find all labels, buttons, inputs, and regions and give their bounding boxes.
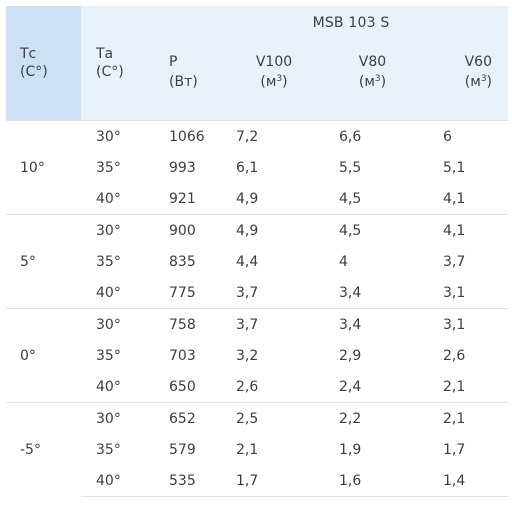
table-row: 35° 703 3,2 2,9 2,6 (6, 340, 508, 371)
header-v60: V60 (м3) (422, 40, 509, 121)
v60-value: 3,1 (422, 308, 509, 340)
v80-value: 5,5 (339, 159, 362, 176)
table-row: 0° 30° 758 3,7 3,4 3,1 (6, 308, 509, 403)
power-value: 1066 (154, 120, 225, 152)
ta-value: 30° (81, 214, 154, 246)
ta-value: 35° (96, 159, 121, 176)
table-row: -5° 30° 652 2,5 2,2 2,1 (6, 402, 509, 497)
tc-value: 5° (6, 214, 81, 309)
v80-value: 4,5 (339, 190, 362, 207)
v80-value: 2,9 (339, 347, 362, 364)
ta-value: 35° (96, 253, 121, 270)
v80-value: 6,6 (323, 120, 422, 152)
header-v80: V80 (м3) (323, 40, 422, 121)
power-value: 650 (169, 378, 196, 395)
v100-value: 4,9 (225, 214, 323, 246)
header-v100: V100 (м3) (225, 40, 323, 121)
table-row: 35° 993 6,1 5,5 5,1 (6, 152, 508, 183)
v100-value: 3,7 (236, 284, 259, 301)
tc-value: 10° (6, 120, 81, 215)
power-value: 900 (154, 214, 225, 246)
v60-value: 2,1 (443, 378, 466, 395)
v80-value: 2,2 (323, 402, 422, 434)
power-value: 921 (169, 190, 196, 207)
v80-value: 3,4 (323, 308, 422, 340)
v100-value: 3,2 (236, 347, 259, 364)
v100-value: 1,7 (225, 465, 323, 497)
v80-value: 2,4 (339, 378, 362, 395)
v60-value: 6 (422, 120, 509, 152)
header-v100-label: V100 (255, 54, 293, 70)
ta-value: 30° (81, 120, 154, 152)
performance-table-container: Тс (С°) Та (С°) MSB 103 S P (Вт) V100 (м… (6, 6, 509, 497)
header-v80-label: V80 (358, 54, 387, 70)
header-power: P (Вт) (154, 40, 225, 121)
table-row: 40° 921 4,9 4,5 4,1 (6, 183, 508, 215)
v60-value: 5,1 (443, 159, 466, 176)
table-row: 40° 775 3,7 3,4 3,1 (6, 277, 508, 309)
table-header: Тс (С°) Та (С°) MSB 103 S P (Вт) V100 (м… (6, 6, 509, 121)
header-tc: Тс (С°) (6, 6, 81, 121)
v60-value: 4,1 (443, 190, 466, 207)
header-v60-unit: (м3) (464, 74, 493, 90)
v80-value: 4 (339, 253, 348, 270)
header-power-symbol: P (169, 54, 178, 70)
v100-value: 3,7 (225, 308, 323, 340)
header-ta: Та (С°) (81, 6, 154, 121)
power-value: 535 (154, 465, 225, 497)
v80-value: 1,6 (323, 465, 422, 497)
header-power-unit: (Вт) (169, 74, 198, 90)
v60-value: 4,1 (422, 214, 509, 246)
ta-value: 40° (96, 378, 121, 395)
v100-value: 4,4 (236, 253, 259, 270)
v60-value: 3,7 (443, 253, 466, 270)
ta-value: 35° (96, 347, 121, 364)
power-value: 758 (154, 308, 225, 340)
ta-value: 40° (81, 465, 154, 497)
tc-value: -5° (6, 402, 81, 497)
ta-value: 30° (81, 308, 154, 340)
header-model: MSB 103 S (154, 6, 509, 40)
header-ta-unit: (С°) (96, 64, 124, 80)
v60-value: 3,1 (443, 284, 466, 301)
v100-value: 4,9 (236, 190, 259, 207)
header-tc-unit: (С°) (20, 64, 48, 80)
table-row: 40° 535 1,7 1,6 1,4 (6, 465, 509, 497)
ta-value: 35° (96, 441, 121, 458)
v100-value: 6,1 (236, 159, 259, 176)
v100-value: 2,6 (236, 378, 259, 395)
header-ta-symbol: Та (96, 46, 114, 62)
tc-value: 0° (6, 308, 81, 403)
v100-value: 2,1 (236, 441, 259, 458)
table-row: 35° 835 4,4 4 3,7 (6, 246, 508, 277)
header-tc-symbol: Тс (20, 46, 37, 62)
v60-value: 1,4 (422, 465, 509, 497)
v60-value: 1,7 (443, 441, 466, 458)
table-row: 40° 650 2,6 2,4 2,1 (6, 371, 508, 403)
table-row: 5° 30° 900 4,9 4,5 4,1 (6, 214, 509, 309)
power-value: 775 (169, 284, 196, 301)
header-v80-unit: (м3) (358, 74, 387, 90)
power-value: 993 (169, 159, 196, 176)
v80-value: 1,9 (339, 441, 362, 458)
ta-value: 30° (81, 402, 154, 434)
power-value: 835 (169, 253, 196, 270)
v60-value: 2,6 (443, 347, 466, 364)
v80-value: 4,5 (323, 214, 422, 246)
v100-value: 7,2 (225, 120, 323, 152)
ta-value: 40° (96, 190, 121, 207)
power-value: 652 (154, 402, 225, 434)
v80-value: 3,4 (339, 284, 362, 301)
power-value: 703 (169, 347, 196, 364)
v60-value: 2,1 (422, 402, 509, 434)
table-body: 10° 30° 1066 7,2 6,6 6 35° 993 6,1 5,5 5… (6, 120, 509, 497)
table-row: 35° 579 2,1 1,9 1,7 (6, 434, 508, 465)
performance-table: Тс (С°) Та (С°) MSB 103 S P (Вт) V100 (м… (6, 6, 509, 497)
ta-value: 40° (96, 284, 121, 301)
table-row: 10° 30° 1066 7,2 6,6 6 (6, 120, 509, 215)
power-value: 579 (169, 441, 196, 458)
v100-value: 2,5 (225, 402, 323, 434)
header-v60-label: V60 (464, 54, 493, 70)
header-v100-unit: (м3) (260, 74, 288, 90)
